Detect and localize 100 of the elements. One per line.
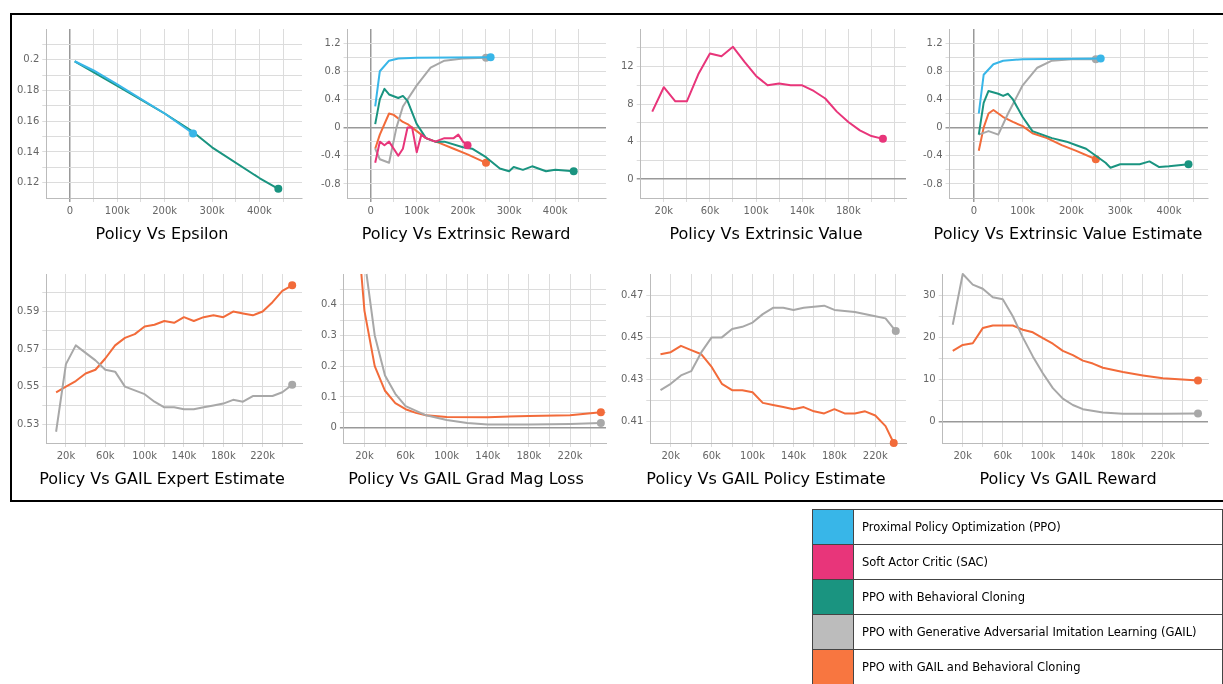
x-tick-label: 0: [66, 204, 74, 216]
x-tick-label: 400k: [542, 204, 568, 216]
text: Policy Vs Extrinsic Value: [668, 224, 864, 243]
x-tick-label: 140k: [789, 204, 815, 216]
y-tick-label: 10: [922, 373, 936, 385]
x-tick-label: 400k: [246, 204, 273, 216]
x-tick-label: 180k: [1110, 449, 1136, 461]
y-tick-label: 0: [334, 121, 341, 133]
y-tick-label: 0: [330, 421, 337, 433]
category-label: PPO with Behavioral Cloning: [853, 579, 1223, 615]
y-tick-label: 0.55: [17, 380, 40, 392]
x-tick-label: 100k: [104, 204, 130, 216]
y-tick-label: -0.8: [923, 177, 943, 189]
x-tick-label: 200k: [450, 204, 476, 216]
x-tick-label: 100k: [1030, 449, 1056, 461]
y-tick-label: 8: [627, 97, 634, 109]
x-tick-label: 300k: [496, 204, 522, 216]
x-tick-label: 20k: [661, 449, 681, 461]
x-tick-label: 100k: [743, 204, 769, 216]
y-tick-label: 0: [936, 121, 943, 133]
x-tick-label: 100k: [404, 204, 430, 216]
x-tick-label: 180k: [516, 449, 542, 461]
y-tick-label: 0.47: [621, 288, 644, 300]
x-tick-label: 220k: [862, 449, 888, 461]
y-tick-label: 0.16: [17, 114, 40, 126]
y-tick-label: -0.8: [321, 177, 341, 189]
x-tick-label: 100k: [132, 449, 158, 461]
text: Policy Vs GAIL Grad Mag Loss: [347, 469, 585, 488]
x-tick-label: 180k: [821, 449, 848, 461]
y-tick-label: 0: [929, 415, 936, 427]
x-tick-label: 180k: [210, 449, 236, 461]
point: [1096, 54, 1105, 63]
x-tick-label: 0: [367, 204, 374, 216]
y-tick-label: 0.18: [17, 84, 40, 96]
y-tick-label: 0.4: [926, 93, 943, 105]
x-tick-label: 60k: [702, 449, 722, 461]
y-tick-label: 12: [620, 60, 634, 72]
x-tick-label: 60k: [993, 449, 1013, 461]
y-tick-label: 30: [922, 288, 936, 300]
x-tick-label: 140k: [475, 449, 501, 461]
x-tick-label: 60k: [96, 449, 115, 461]
y-tick-label: 0.57: [17, 342, 40, 354]
y-tick-label: 0.43: [621, 373, 644, 385]
x-tick-label: 300k: [1107, 204, 1133, 216]
x-tick-label: 100k: [1010, 204, 1036, 216]
x-tick-label: 220k: [250, 449, 276, 461]
y-tick-label: 20: [922, 330, 936, 342]
text: Policy Vs Extrinsic Reward: [360, 224, 572, 243]
y-tick-label: -0.4: [321, 149, 341, 161]
y-tick-label: 0.2: [23, 53, 40, 65]
x-tick-label: 220k: [1150, 449, 1176, 461]
text: Policy Vs GAIL Reward: [978, 469, 1158, 488]
y-tick-label: 0.4: [324, 93, 341, 105]
text: Policy Vs GAIL Policy Estimate: [645, 469, 887, 488]
text: Policy Vs Epsilon: [94, 224, 230, 243]
x-tick-label: 140k: [781, 449, 807, 461]
category-label: PPO with Generative Adversarial Imitation Learning (GAIL): [853, 614, 1223, 650]
point: [1184, 160, 1193, 169]
category-label: Soft Actor Critic (SAC): [853, 544, 1223, 580]
y-tick-label: 0.12: [17, 176, 40, 188]
y-tick-label: 0.8: [926, 64, 943, 76]
point: [486, 53, 495, 62]
x-tick-label: 180k: [835, 204, 861, 216]
category-label: Proximal Policy Optimization (PPO): [853, 509, 1223, 545]
y-tick-label: 0: [627, 172, 634, 184]
x-tick-label: 60k: [396, 449, 416, 461]
y-tick-label: 0.53: [17, 417, 40, 429]
x-tick-label: 60k: [700, 204, 720, 216]
point: [569, 167, 578, 176]
point: [463, 141, 472, 150]
category-label: PPO with GAIL and Behavioral Cloning: [853, 649, 1223, 684]
y-tick-label: 0.2: [321, 359, 337, 371]
x-tick-label: 200k: [1058, 204, 1085, 216]
text: Policy Vs Extrinsic Value Estimate: [932, 224, 1204, 243]
x-tick-label: 0: [970, 204, 978, 216]
x-tick-label: 400k: [1156, 204, 1182, 216]
y-tick-label: 0.41: [621, 415, 644, 427]
x-tick-label: 20k: [654, 204, 674, 216]
x-tick-label: 20k: [355, 449, 374, 461]
x-tick-label: 220k: [557, 449, 583, 461]
x-tick-label: 100k: [434, 449, 460, 461]
y-tick-label: 0.59: [17, 305, 40, 317]
y-tick-label: 0.8: [324, 64, 341, 76]
y-tick-label: 1.2: [324, 36, 341, 48]
text: Policy Vs GAIL Expert Estimate: [38, 469, 286, 488]
y-tick-label: 0.14: [17, 145, 40, 157]
x-tick-label: 140k: [1070, 449, 1096, 461]
x-tick-label: 300k: [199, 204, 225, 216]
x-tick-label: 20k: [56, 449, 76, 461]
y-tick-label: 0.1: [321, 390, 337, 402]
y-tick-label: 0.3: [321, 329, 337, 341]
x-tick-label: 100k: [740, 449, 766, 461]
point: [481, 158, 490, 167]
y-tick-label: 0.45: [621, 330, 644, 342]
y-tick-label: 0.4: [321, 298, 337, 310]
y-tick-label: 4: [627, 135, 634, 147]
y-tick-label: 1.2: [926, 36, 943, 48]
x-tick-label: 140k: [171, 449, 197, 461]
x-tick-label: 200k: [152, 204, 178, 216]
y-tick-label: -0.4: [923, 149, 943, 161]
